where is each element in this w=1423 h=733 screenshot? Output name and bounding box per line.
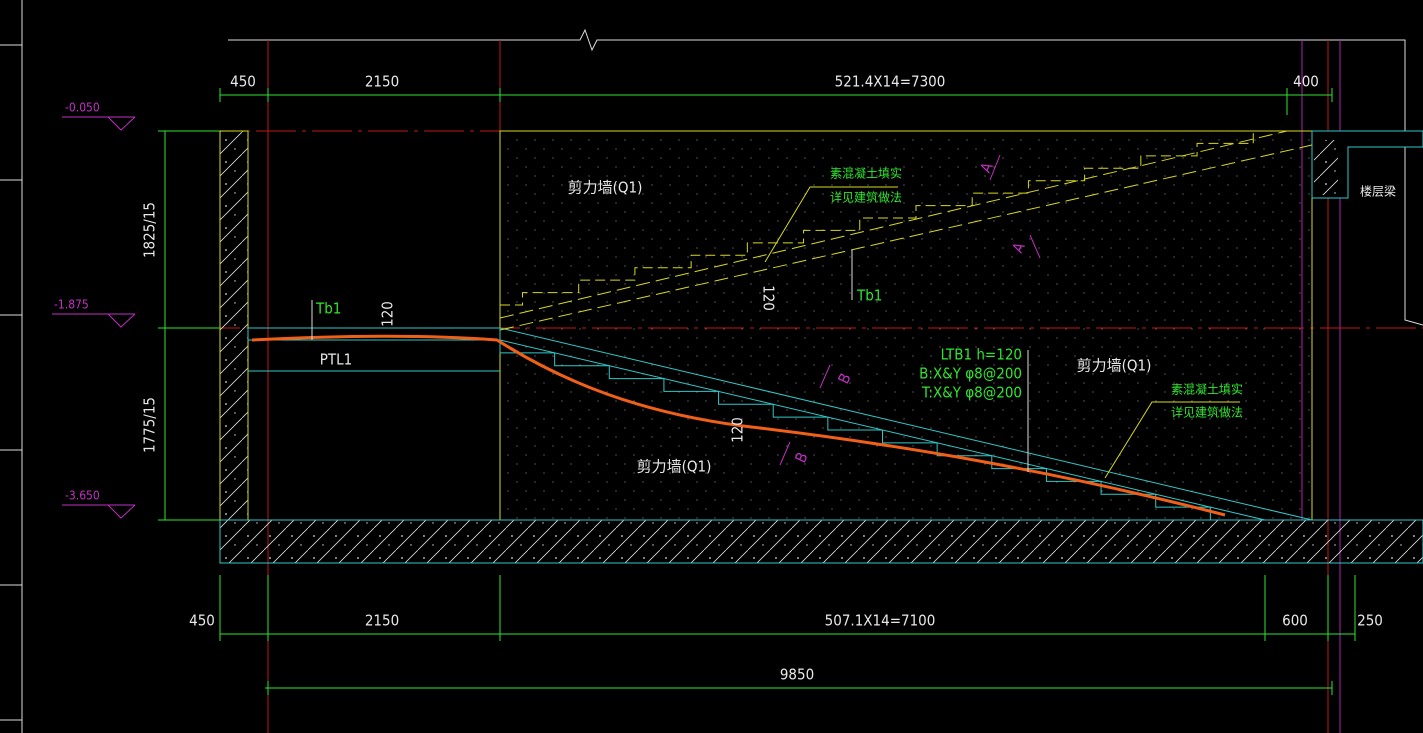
thickness: 120 (379, 301, 397, 327)
level: -1.875 (54, 298, 89, 312)
stair-steps (499, 339, 1266, 521)
fill-note: 素混凝土填实 (830, 166, 902, 181)
level-marks (52, 116, 136, 519)
slab-note: LTB1 h=120 (941, 346, 1022, 364)
beam-label: PTL1 (320, 351, 352, 369)
height-dimension: 1775/15 (141, 397, 159, 453)
profile-line (251, 334, 1226, 517)
wall-label: 剪力墙(Q1) (637, 458, 712, 476)
dimension: 2150 (365, 612, 399, 630)
walls (219, 130, 1423, 564)
wall-label: 剪力墙(Q1) (568, 179, 643, 197)
stair-steps (499, 130, 1288, 319)
thickness: 120 (729, 417, 747, 443)
stairs (499, 130, 1313, 521)
dimension: 2150 (365, 73, 399, 91)
height-dimension: 1825/15 (141, 202, 159, 258)
overall-dimension: 9850 (780, 666, 814, 684)
stair-steps (500, 131, 1254, 306)
floor-beam-label: 楼层梁 (1360, 184, 1396, 199)
dimension: 521.4X14=7300 (835, 73, 946, 91)
beam-label: Tb1 (856, 287, 882, 305)
fill-note: 详见建筑做法 (830, 190, 902, 205)
dimension: 600 (1282, 612, 1308, 630)
dimension: 250 (1357, 612, 1383, 630)
side-panel (0, 0, 23, 733)
fill-note: 详见建筑做法 (1171, 405, 1243, 420)
wall-label: 剪力墙(Q1) (1077, 357, 1152, 375)
beam-label: Tb1 (315, 300, 341, 318)
slab-note: B:X&Y φ8@200 (919, 365, 1022, 383)
dimension: 450 (189, 612, 215, 630)
leaders (311, 154, 1240, 479)
level: -3.650 (65, 489, 100, 503)
dimension: 450 (230, 73, 256, 91)
level: -0.050 (65, 101, 100, 115)
thickness: 120 (760, 285, 778, 311)
slab-note: T:X&Y φ8@200 (921, 384, 1022, 402)
dimensions (158, 88, 1356, 695)
fill-note: 素混凝土填实 (1171, 382, 1243, 397)
dimension: 507.1X14=7100 (825, 612, 936, 630)
dimension: 400 (1293, 73, 1319, 91)
landing (247, 327, 1313, 521)
